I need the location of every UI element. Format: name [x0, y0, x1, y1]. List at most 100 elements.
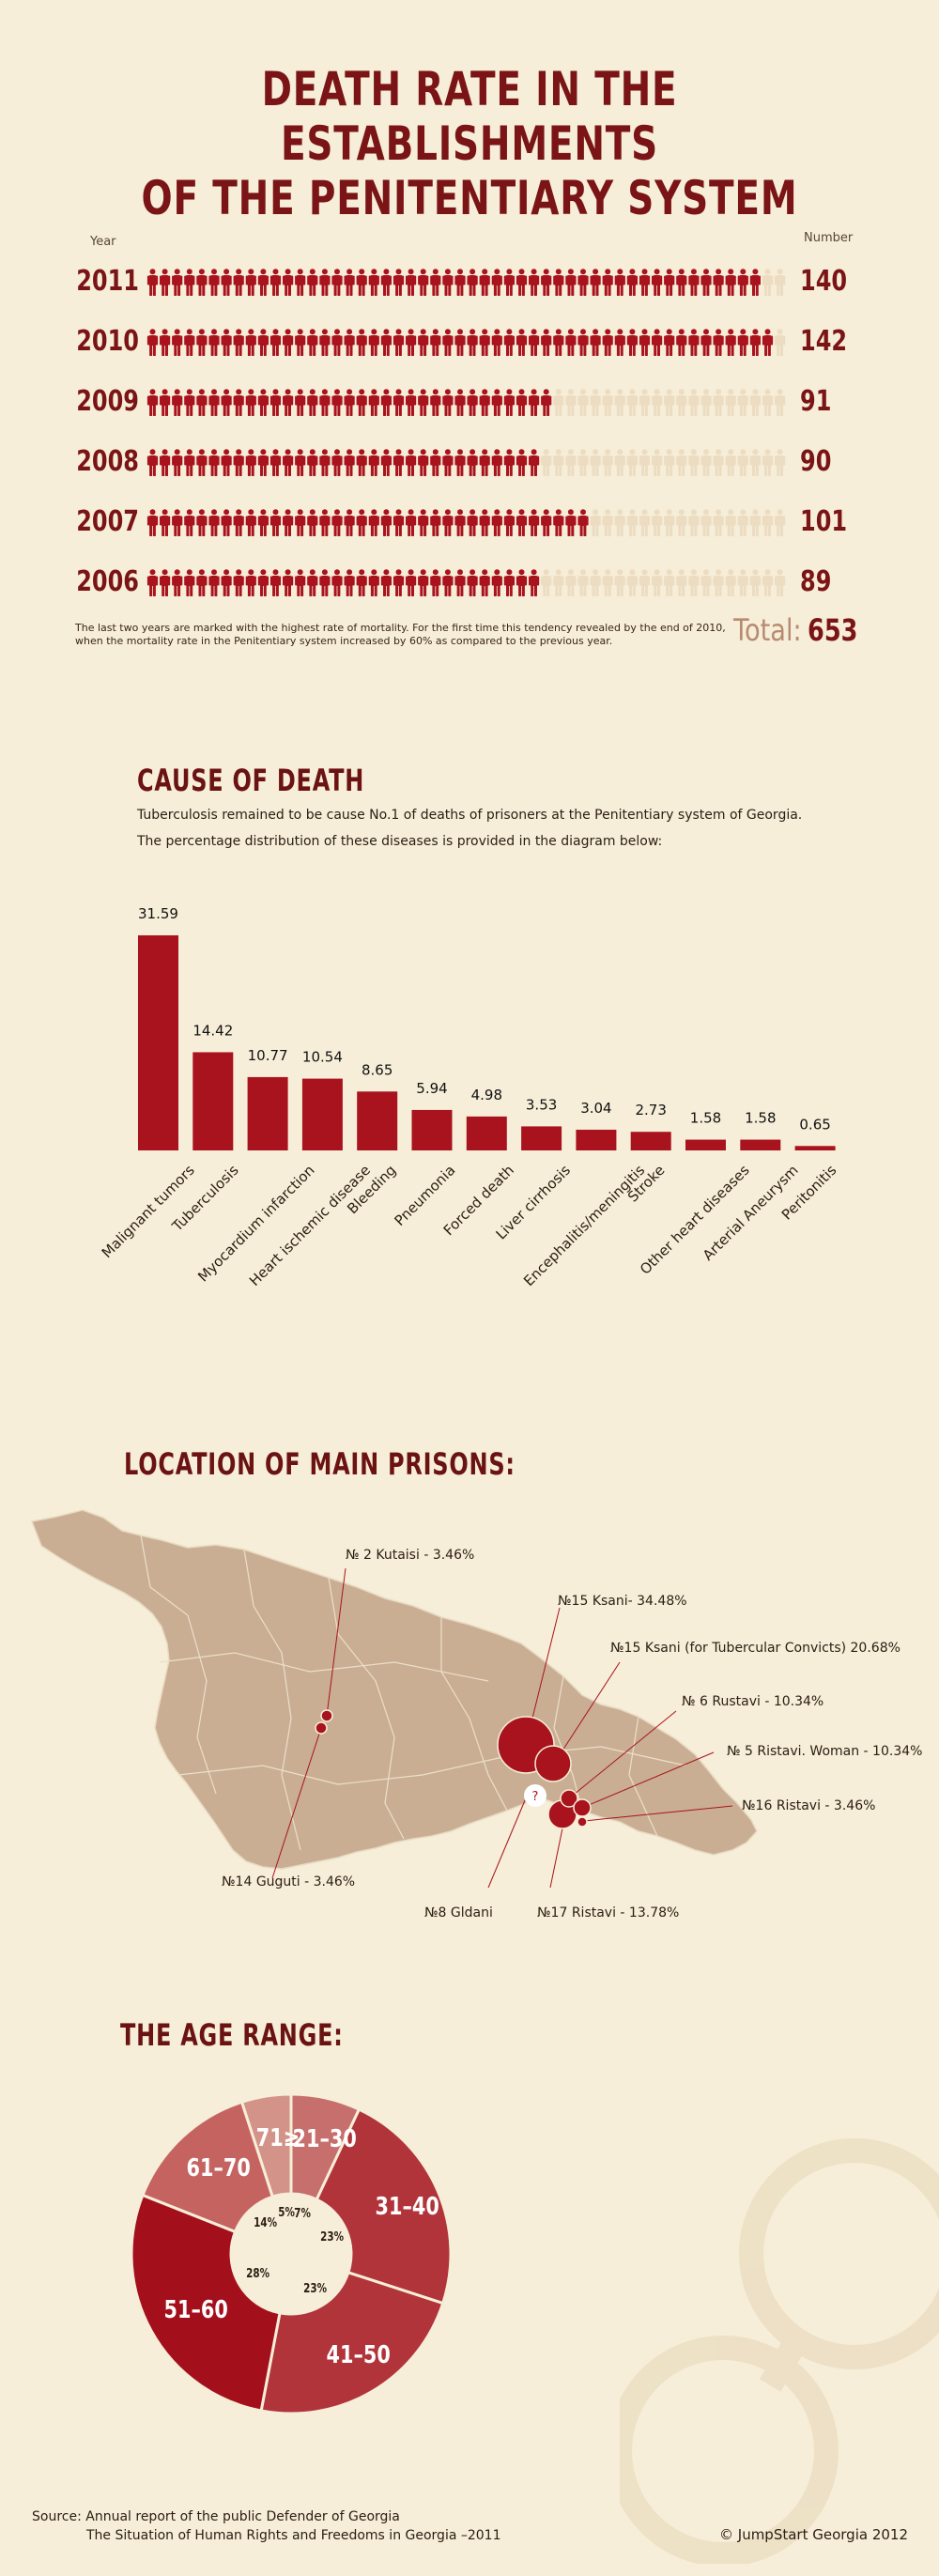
age-percent-label: 23%: [320, 2230, 344, 2245]
footer-source-line-2: The Situation of Human Rights and Freedo…: [86, 2528, 501, 2543]
person-icon-filled: [221, 509, 232, 536]
person-icon-empty: [541, 569, 552, 596]
person-icon-empty: [577, 389, 589, 416]
person-icon-filled: [319, 509, 331, 536]
person-icon-filled: [307, 389, 318, 416]
person-icon-empty: [676, 509, 687, 536]
pictogram-row-2010: [146, 329, 786, 356]
person-icon-filled: [418, 449, 429, 476]
person-icon-filled: [172, 329, 183, 356]
person-icon-filled: [516, 329, 528, 356]
donut-hole: [231, 2194, 351, 2314]
person-icon-filled: [307, 269, 318, 296]
person-icon-filled: [257, 449, 269, 476]
person-icon-filled: [368, 569, 379, 596]
person-icon-empty: [565, 389, 577, 416]
person-icon-empty: [676, 389, 687, 416]
person-icon-filled: [319, 449, 331, 476]
person-icon-filled: [283, 389, 294, 416]
death-rate-pictogram: [146, 269, 786, 596]
person-icon-filled: [491, 389, 502, 416]
person-icon-empty: [639, 389, 651, 416]
year-label-2008: 2008: [76, 445, 139, 478]
person-icon-filled: [664, 269, 675, 296]
person-icon-filled: [208, 389, 220, 416]
person-icon-filled: [406, 449, 417, 476]
person-icon-filled: [208, 449, 220, 476]
person-icon-filled: [541, 389, 552, 416]
person-icon-filled: [430, 449, 441, 476]
person-icon-empty: [749, 449, 761, 476]
person-icon-empty: [775, 389, 786, 416]
person-icon-empty: [725, 389, 736, 416]
person-icon-filled: [184, 269, 195, 296]
person-icon-filled: [221, 569, 232, 596]
pictogram-row-2006: [146, 569, 786, 596]
age-section-title: THE AGE RANGE:: [120, 2017, 344, 2053]
cause-description-1: Tuberculosis remained to be cause No.1 o…: [137, 808, 803, 823]
person-icon-filled: [146, 389, 159, 416]
prison-label-rustavi-6: № 6 Rustavi - 10.34%: [682, 1694, 824, 1709]
person-icon-empty: [713, 449, 724, 476]
cause-value-label: 3.04: [580, 1100, 611, 1117]
footer-source-line-1: Source: Annual report of the public Defe…: [32, 2509, 400, 2524]
person-icon-filled: [160, 509, 171, 536]
person-icon-empty: [676, 569, 687, 596]
prison-bubble-ksani-tb: [534, 1745, 572, 1782]
year-header: Year: [90, 235, 116, 249]
age-range-label: 61–70: [186, 2153, 252, 2183]
person-icon-filled: [269, 389, 282, 416]
person-icon-filled: [269, 269, 282, 296]
person-icon-filled: [454, 329, 466, 356]
person-icon-filled: [257, 389, 269, 416]
person-icon-filled: [196, 569, 208, 596]
person-icon-filled: [430, 269, 441, 296]
person-icon-filled: [393, 329, 405, 356]
title-line-2: OF THE PENITENTIARY SYSTEM: [141, 171, 798, 225]
person-icon-filled: [146, 509, 159, 536]
prison-label-ksani: №15 Ksani- 34.48%: [558, 1594, 687, 1609]
person-icon-filled: [688, 269, 700, 296]
age-percent-label: 14%: [254, 2216, 278, 2231]
person-icon-empty: [676, 449, 687, 476]
cause-section-title: CAUSE OF DEATH: [137, 763, 365, 798]
prison-leader-lines: [271, 1567, 733, 1889]
person-icon-filled: [467, 329, 478, 356]
person-icon-filled: [577, 269, 589, 296]
person-icon-filled: [331, 449, 343, 476]
person-icon-empty: [565, 569, 577, 596]
person-icon-empty: [626, 569, 638, 596]
person-icon-filled: [614, 329, 625, 356]
region-borders: [140, 1535, 686, 1851]
person-icon-filled: [160, 269, 171, 296]
title-line-1: DEATH RATE IN THE ESTABLISHMENTS: [261, 62, 678, 171]
person-icon-filled: [344, 329, 355, 356]
person-icon-filled: [737, 269, 748, 296]
person-icon-filled: [749, 269, 761, 296]
person-icon-filled: [380, 269, 392, 296]
person-icon-empty: [664, 509, 675, 536]
person-icon-empty: [762, 509, 774, 536]
person-icon-empty: [713, 389, 724, 416]
gldani-unknown-marker: [524, 1784, 546, 1807]
person-icon-filled: [479, 269, 490, 296]
person-icon-empty: [737, 389, 748, 416]
person-icon-empty: [688, 569, 700, 596]
person-icon-filled: [614, 269, 625, 296]
person-icon-empty: [700, 449, 712, 476]
person-icon-empty: [737, 509, 748, 536]
person-icon-filled: [676, 269, 687, 296]
person-icon-filled: [442, 509, 454, 536]
person-icon-filled: [479, 569, 490, 596]
person-icon-filled: [356, 329, 367, 356]
person-icon-filled: [245, 569, 256, 596]
person-icon-filled: [565, 509, 577, 536]
age-range-label: 21–30: [292, 2125, 357, 2153]
pictogram-row-2009: [146, 389, 786, 416]
death-count-2006: 89: [800, 565, 832, 598]
cause-value-label: 14.42: [192, 1022, 233, 1039]
person-icon-filled: [245, 449, 256, 476]
person-icon-empty: [737, 569, 748, 596]
person-icon-filled: [184, 569, 195, 596]
person-icon-filled: [479, 509, 490, 536]
